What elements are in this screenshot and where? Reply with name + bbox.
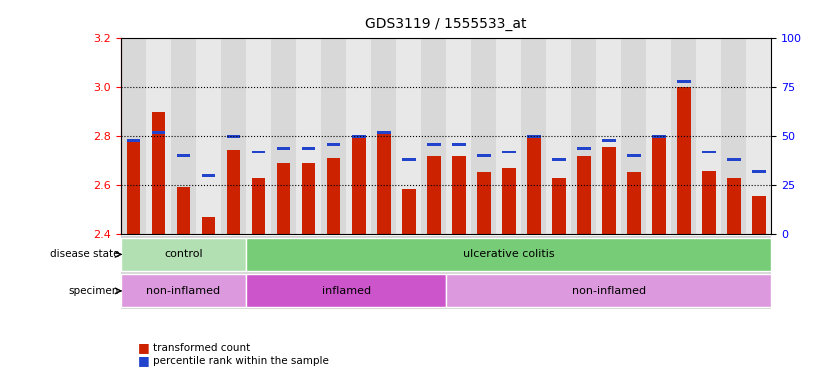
Bar bbox=[527, 137, 540, 234]
Text: non-inflamed: non-inflamed bbox=[572, 286, 646, 296]
Bar bbox=[296, 38, 321, 234]
Bar bbox=[302, 147, 315, 149]
Bar bbox=[577, 147, 590, 149]
Bar bbox=[746, 38, 771, 234]
Bar bbox=[402, 158, 415, 161]
Bar bbox=[552, 178, 565, 234]
Text: specimen: specimen bbox=[69, 286, 119, 296]
Text: non-inflamed: non-inflamed bbox=[147, 286, 220, 296]
Bar bbox=[202, 217, 215, 234]
Bar bbox=[402, 189, 415, 234]
Bar bbox=[677, 80, 691, 83]
Bar bbox=[671, 38, 696, 234]
Bar bbox=[346, 38, 371, 234]
Bar bbox=[502, 151, 515, 154]
Bar bbox=[752, 170, 766, 173]
Text: ■: ■ bbox=[138, 341, 149, 354]
Bar bbox=[452, 143, 465, 146]
Bar bbox=[677, 88, 691, 234]
Text: disease state: disease state bbox=[50, 249, 119, 260]
Bar bbox=[277, 163, 290, 234]
Bar bbox=[252, 178, 265, 234]
Bar bbox=[546, 38, 571, 234]
Bar bbox=[702, 170, 716, 234]
Bar bbox=[252, 151, 265, 154]
Bar bbox=[196, 38, 221, 234]
Bar bbox=[152, 131, 165, 134]
Text: inflamed: inflamed bbox=[322, 286, 370, 296]
Bar bbox=[327, 158, 340, 234]
Bar bbox=[721, 38, 746, 234]
Text: control: control bbox=[164, 249, 203, 260]
Bar bbox=[446, 38, 471, 234]
Bar bbox=[596, 38, 621, 234]
Bar bbox=[127, 142, 140, 234]
Bar bbox=[327, 143, 340, 146]
Bar bbox=[627, 154, 641, 157]
Bar bbox=[221, 38, 246, 234]
Bar bbox=[352, 135, 365, 138]
Bar bbox=[146, 38, 171, 234]
Bar bbox=[727, 158, 741, 161]
Bar bbox=[246, 38, 271, 234]
Bar bbox=[452, 156, 465, 234]
Bar bbox=[121, 238, 246, 271]
Bar bbox=[271, 38, 296, 234]
Text: percentile rank within the sample: percentile rank within the sample bbox=[153, 356, 329, 366]
Bar bbox=[727, 178, 741, 234]
Bar bbox=[321, 38, 346, 234]
Bar bbox=[477, 154, 490, 157]
Bar bbox=[421, 38, 446, 234]
Bar bbox=[602, 147, 615, 234]
Bar bbox=[502, 168, 515, 234]
Bar bbox=[752, 196, 766, 234]
Bar bbox=[202, 174, 215, 177]
Bar bbox=[427, 143, 440, 146]
Bar bbox=[652, 135, 666, 138]
Bar bbox=[477, 172, 490, 234]
Text: GDS3119 / 1555533_at: GDS3119 / 1555533_at bbox=[365, 17, 527, 31]
Bar bbox=[121, 38, 146, 234]
Bar bbox=[371, 38, 396, 234]
Bar bbox=[521, 38, 546, 234]
Bar bbox=[696, 38, 721, 234]
Bar bbox=[246, 238, 771, 271]
Bar bbox=[227, 135, 240, 138]
Bar bbox=[127, 139, 140, 142]
Bar bbox=[646, 38, 671, 234]
Bar bbox=[377, 131, 390, 134]
Bar bbox=[396, 38, 421, 234]
Bar bbox=[552, 158, 565, 161]
Bar bbox=[571, 38, 596, 234]
Bar bbox=[577, 156, 590, 234]
Bar bbox=[152, 112, 165, 234]
Bar bbox=[377, 132, 390, 234]
Bar bbox=[621, 38, 646, 234]
Bar bbox=[177, 154, 190, 157]
Text: ulcerative colitis: ulcerative colitis bbox=[463, 249, 555, 260]
Text: ■: ■ bbox=[138, 354, 149, 367]
Bar bbox=[652, 137, 666, 234]
Bar bbox=[277, 147, 290, 149]
Bar bbox=[177, 187, 190, 234]
Bar bbox=[446, 275, 771, 307]
Bar bbox=[427, 156, 440, 234]
Bar bbox=[627, 172, 641, 234]
Bar bbox=[602, 139, 615, 142]
Bar bbox=[302, 163, 315, 234]
Text: transformed count: transformed count bbox=[153, 343, 250, 353]
Bar bbox=[171, 38, 196, 234]
Bar bbox=[496, 38, 521, 234]
Bar bbox=[246, 275, 446, 307]
Bar bbox=[471, 38, 496, 234]
Bar bbox=[227, 150, 240, 234]
Bar bbox=[702, 151, 716, 154]
Bar bbox=[352, 137, 365, 234]
Bar bbox=[527, 135, 540, 138]
Bar bbox=[121, 275, 246, 307]
